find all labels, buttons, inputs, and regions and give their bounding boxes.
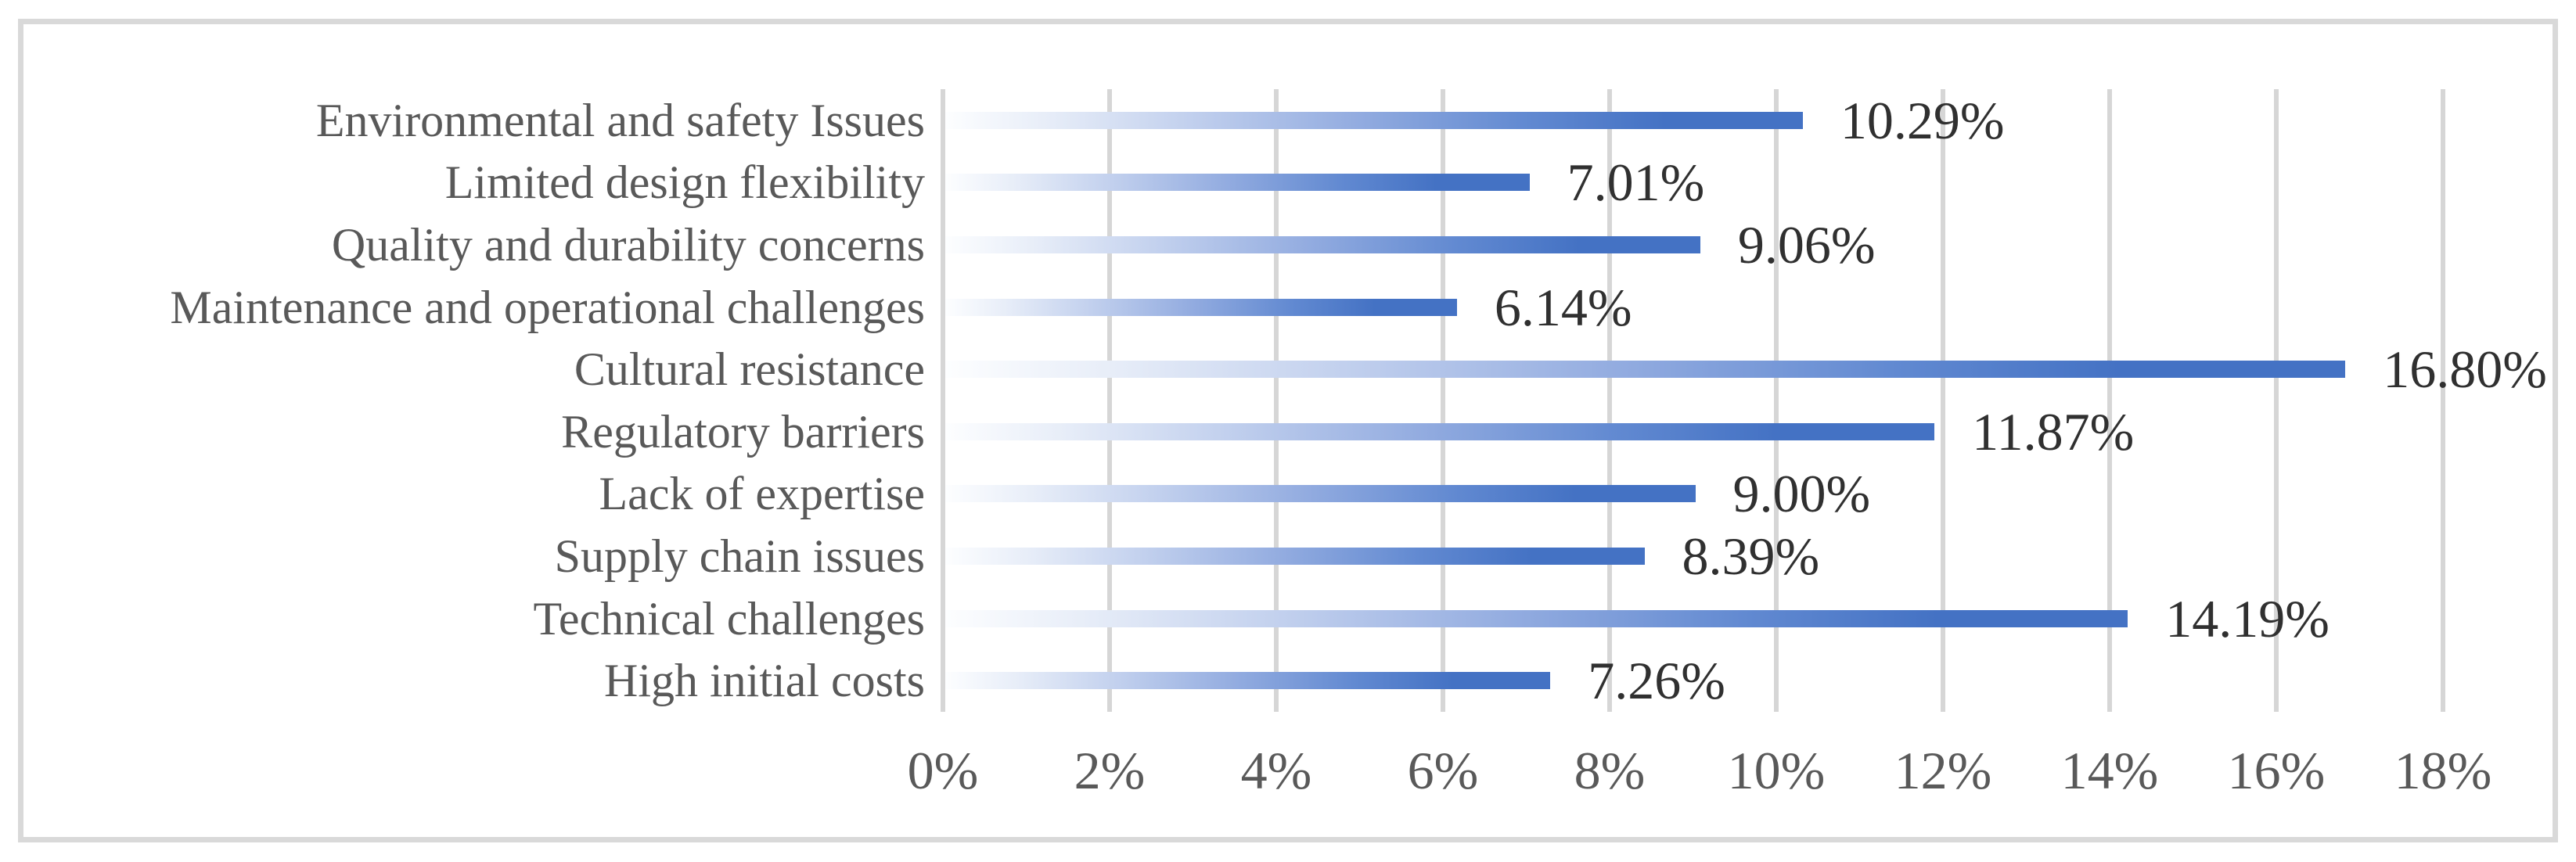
- value-label: 14.19%: [2165, 588, 2330, 648]
- bar-supply-chain-issues: [945, 548, 1645, 565]
- category-label: Technical challenges: [533, 592, 925, 645]
- value-label: 9.06%: [1737, 215, 1876, 275]
- x-axis-tick-label: 16%: [2227, 741, 2326, 800]
- x-axis-tick-label: 12%: [1894, 741, 1992, 800]
- value-label: 8.39%: [1682, 526, 1820, 586]
- value-label: 9.00%: [1732, 464, 1871, 524]
- category-label: Regulatory barriers: [561, 405, 925, 458]
- category-label: Maintenance and operational challenges: [170, 281, 925, 333]
- x-axis-tick-label: 10%: [1727, 741, 1826, 800]
- category-label: Lack of expertise: [599, 468, 925, 520]
- gridline-14%: [2107, 89, 2112, 712]
- category-label: Quality and durability concerns: [331, 219, 925, 271]
- bar-high-initial-costs: [945, 672, 1551, 690]
- x-axis-tick-label: 2%: [1074, 741, 1146, 800]
- category-label: Supply chain issues: [554, 530, 925, 582]
- category-label: Environmental and safety Issues: [315, 94, 925, 146]
- gridline-4%: [1274, 89, 1279, 712]
- x-axis-tick-label: 6%: [1407, 741, 1479, 800]
- value-label: 11.87%: [1972, 401, 2135, 462]
- x-axis-tick-label: 0%: [907, 741, 979, 800]
- bar-maintenance-and-operational-challenges: [945, 298, 1457, 316]
- gridline-6%: [1441, 89, 1445, 712]
- x-axis-tick-label: 14%: [2060, 741, 2159, 800]
- x-axis-tick-label: 8%: [1574, 741, 1646, 800]
- gridline-16%: [2274, 89, 2279, 712]
- x-axis-tick-label: 18%: [2394, 741, 2492, 800]
- gridline-18%: [2441, 89, 2445, 712]
- bar-lack-of-expertise: [945, 485, 1696, 503]
- gridline-2%: [1107, 89, 1112, 712]
- category-label: Cultural resistance: [574, 343, 925, 396]
- value-label: 6.14%: [1494, 277, 1632, 337]
- bar-regulatory-barriers: [945, 422, 1935, 440]
- value-label: 10.29%: [1840, 90, 2005, 150]
- gridline-0%: [941, 89, 945, 712]
- bar-quality-and-durability-concerns: [945, 236, 1700, 253]
- bar-limited-design-flexibility: [945, 174, 1530, 192]
- bar-cultural-resistance: [945, 361, 2346, 379]
- bar-environmental-and-safety-issues: [945, 111, 1803, 129]
- value-label: 7.01%: [1567, 153, 1705, 213]
- gridline-10%: [1774, 89, 1779, 712]
- x-axis-tick-label: 4%: [1240, 741, 1312, 800]
- category-label: Limited design flexibility: [444, 156, 925, 209]
- value-label: 16.80%: [2383, 339, 2547, 400]
- value-label: 7.26%: [1588, 651, 1725, 711]
- bar-technical-challenges: [945, 609, 2128, 627]
- category-label: High initial costs: [604, 655, 925, 707]
- gridline-12%: [1941, 89, 1945, 712]
- gridline-8%: [1607, 89, 1612, 712]
